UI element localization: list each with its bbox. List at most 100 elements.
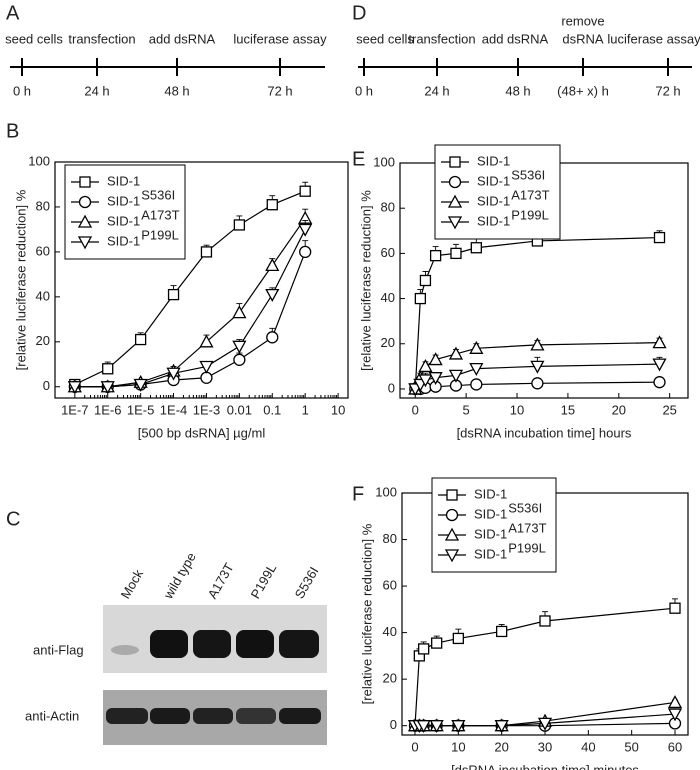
time: (48+ x) h bbox=[557, 83, 609, 98]
marker bbox=[102, 363, 114, 375]
y-tick-label: 80 bbox=[36, 198, 50, 213]
marker bbox=[530, 360, 545, 374]
marker bbox=[450, 247, 462, 260]
panel-letter: F bbox=[352, 483, 364, 505]
lane-label: A173T bbox=[205, 560, 237, 601]
x-tick-label: 1E-4 bbox=[160, 402, 187, 417]
time: 0 h bbox=[355, 83, 373, 98]
legend-marker bbox=[446, 489, 458, 501]
event: seed cells bbox=[5, 31, 63, 46]
x-tick-label: 1E-5 bbox=[127, 402, 154, 417]
marker bbox=[266, 199, 278, 211]
x-tick-label: 1E-7 bbox=[61, 402, 88, 417]
time: 48 h bbox=[505, 83, 530, 98]
x-axis-label: [500 bp dsRNA] µg/ml bbox=[138, 425, 266, 440]
legend-label: SID-1 bbox=[477, 173, 510, 188]
y-axis-label: [relative luciferase reduction] % bbox=[13, 189, 28, 370]
blot-row-label: anti-Actin bbox=[25, 708, 79, 723]
legend-label-sup: S536I bbox=[141, 187, 175, 202]
time: 0 h bbox=[13, 83, 31, 98]
x-tick-label: 0.01 bbox=[227, 402, 252, 417]
marker bbox=[67, 381, 82, 395]
legend-marker bbox=[447, 194, 463, 208]
marker bbox=[167, 288, 180, 301]
marker bbox=[200, 246, 213, 258]
marker bbox=[199, 334, 214, 348]
legend-label-sup: P199L bbox=[141, 227, 179, 242]
x-tick-label: 15 bbox=[561, 402, 575, 417]
marker bbox=[469, 362, 484, 376]
legend-label-sup: A173T bbox=[141, 207, 179, 222]
marker bbox=[166, 367, 181, 381]
marker bbox=[537, 717, 553, 731]
legend-label: SID-1 bbox=[477, 213, 510, 228]
marker bbox=[429, 720, 444, 734]
panel-letter: E bbox=[352, 148, 365, 170]
marker bbox=[233, 353, 246, 366]
x-tick-label: 25 bbox=[662, 402, 676, 417]
y-tick-label: 40 bbox=[383, 624, 397, 639]
time: 72 h bbox=[267, 83, 292, 98]
x-axis-label: [dsRNA incubation time] hours bbox=[457, 425, 632, 440]
marker bbox=[265, 258, 280, 272]
y-tick-label: 100 bbox=[373, 154, 395, 169]
legend-marker bbox=[444, 549, 460, 563]
legend-label-sup: P199L bbox=[511, 207, 549, 222]
legend-label: SID-1 bbox=[477, 153, 510, 168]
y-tick-label: 20 bbox=[383, 671, 397, 686]
y-tick-label: 100 bbox=[375, 484, 397, 499]
marker bbox=[100, 381, 115, 395]
x-tick-label: 10 bbox=[451, 739, 465, 754]
legend-marker bbox=[77, 236, 93, 250]
marker bbox=[448, 346, 464, 360]
y-tick-label: 20 bbox=[36, 333, 50, 348]
legend-label: SID-1 bbox=[477, 193, 510, 208]
y-axis-label: [relative luciferase reduction] % bbox=[358, 190, 373, 371]
marker bbox=[265, 288, 280, 302]
marker bbox=[494, 720, 509, 734]
y-tick-label: 20 bbox=[381, 335, 395, 350]
blot-row-label: anti-Flag bbox=[33, 642, 84, 657]
marker bbox=[232, 340, 247, 354]
legend-label-sup: S536I bbox=[511, 167, 545, 182]
marker bbox=[414, 292, 427, 305]
x-tick-label: 1 bbox=[302, 402, 309, 417]
y-tick-label: 40 bbox=[36, 288, 50, 303]
marker bbox=[232, 305, 247, 319]
legend-marker bbox=[445, 508, 459, 522]
panel-letter: D bbox=[352, 2, 366, 24]
panel-letter: B bbox=[6, 120, 19, 142]
event: dsRNA bbox=[562, 31, 604, 46]
event: luciferase assay bbox=[233, 31, 327, 46]
marker bbox=[416, 720, 431, 734]
marker bbox=[451, 720, 466, 734]
marker bbox=[199, 360, 214, 374]
marker bbox=[429, 249, 442, 262]
y-axis-label: [relative luciferase reduction] % bbox=[359, 523, 374, 704]
event: transfection bbox=[68, 31, 135, 46]
event: remove bbox=[561, 13, 604, 28]
x-tick-label: 1E-6 bbox=[94, 402, 121, 417]
legend-label: SID-1 bbox=[474, 526, 507, 541]
marker bbox=[531, 377, 544, 390]
lane-label: Mock bbox=[118, 566, 147, 601]
x-tick-label: 20 bbox=[612, 402, 626, 417]
x-tick-label: 0.1 bbox=[263, 402, 281, 417]
x-tick-label: 5 bbox=[463, 402, 470, 417]
x-tick-label: 0 bbox=[411, 739, 418, 754]
lane-label: wild type bbox=[160, 550, 199, 602]
legend-label: SID-1 bbox=[474, 486, 507, 501]
marker bbox=[470, 378, 483, 391]
marker bbox=[428, 352, 443, 366]
time: 72 h bbox=[655, 83, 680, 98]
x-tick-label: 30 bbox=[538, 739, 552, 754]
legend-marker bbox=[78, 195, 92, 209]
y-tick-label: 0 bbox=[43, 378, 50, 393]
legend-label: SID-1 bbox=[474, 546, 507, 561]
legend-marker bbox=[448, 175, 462, 189]
marker bbox=[669, 602, 681, 614]
timeline-ticks bbox=[21, 58, 281, 76]
x-tick-label: 10 bbox=[510, 402, 524, 417]
event: add dsRNA bbox=[482, 31, 549, 46]
